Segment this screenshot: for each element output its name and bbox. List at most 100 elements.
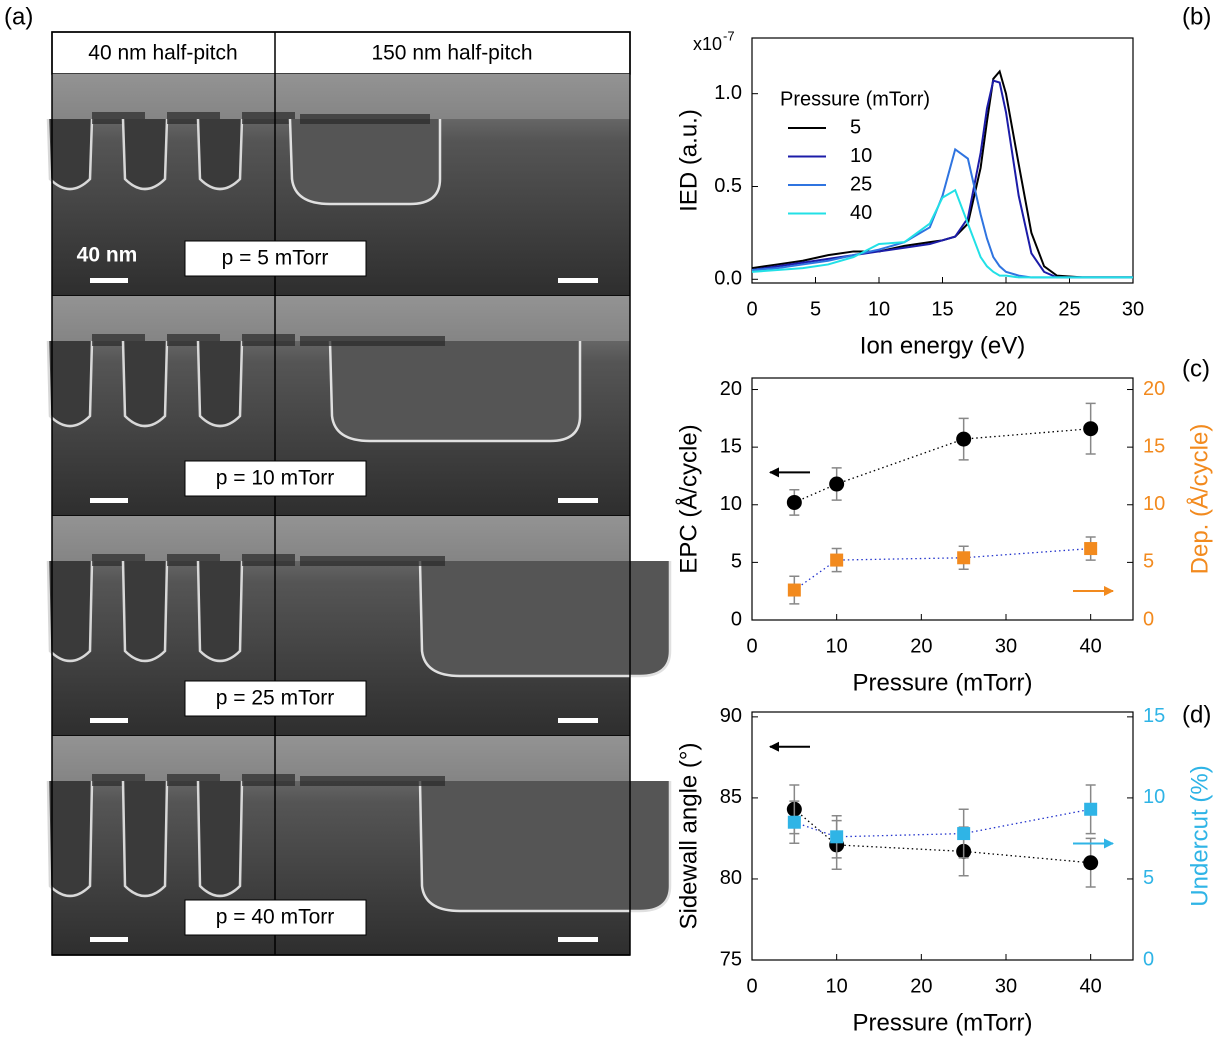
condition-box [184, 680, 367, 717]
marker [830, 553, 844, 567]
scale-label: 40 nm [77, 244, 138, 267]
x-tick-label: 5 [810, 298, 821, 320]
sem-header [51, 31, 631, 75]
x-tick-label: 40 [1080, 975, 1102, 997]
y2-axis-title: Undercut (%) [1186, 765, 1213, 906]
scale-bar [558, 937, 598, 942]
sem-surface [52, 74, 630, 119]
charts: 0 5 10 15 20 25 30 0.0 0.5 1.0 Ion energy (eV) IED … [674, 28, 1213, 1036]
condition-box [184, 899, 367, 936]
wide-trench [288, 118, 442, 206]
mask [300, 114, 430, 124]
y2-tick-label: 15 [1143, 705, 1165, 727]
mask [242, 554, 295, 566]
plot-frame [751, 37, 1134, 284]
trench [196, 780, 244, 898]
trench [46, 560, 94, 663]
scale-bar [558, 498, 598, 503]
x-tick-label: 10 [826, 975, 848, 997]
x-tick-label: 20 [910, 635, 932, 657]
wide-trench [328, 340, 582, 443]
wide-trench [418, 780, 672, 913]
marker [830, 830, 844, 844]
x-tick-label: 30 [1122, 298, 1144, 320]
trench [121, 780, 169, 898]
x-tick-label: 25 [1058, 298, 1080, 320]
y2-tick-label: 10 [1143, 493, 1165, 515]
x-tick-label: 10 [826, 635, 848, 657]
scale-bar [90, 718, 128, 723]
legend-label: 5 [850, 116, 861, 138]
y2-tick-label: 10 [1143, 786, 1165, 808]
y-tick-label: 80 [720, 867, 742, 889]
condition-box [184, 460, 367, 497]
trench [196, 340, 244, 428]
y-tick-label: 0.5 [714, 175, 742, 197]
x-tick-label: 30 [995, 635, 1017, 657]
marker [1083, 421, 1099, 437]
x-axis-title: Ion energy (eV) [860, 332, 1025, 359]
marker [1083, 855, 1099, 871]
y-axis-title: EPC (Å/cycle) [674, 424, 702, 573]
x-tick-label: 15 [931, 298, 953, 320]
y2-axis-title: Dep. (Å/cycle) [1185, 424, 1213, 575]
y2-tick-label: 5 [1143, 551, 1154, 573]
scale-bar [558, 278, 598, 283]
trench [196, 560, 244, 663]
ied-curve [751, 188, 1133, 279]
y2-tick-label: 0 [1143, 948, 1154, 970]
y-axis-title: IED (a.u.) [675, 109, 702, 212]
y2-tick-label: 20 [1143, 378, 1165, 400]
x-tick-label: 20 [910, 975, 932, 997]
x-tick-label: 0 [746, 975, 757, 997]
panel-label: (d) [1182, 701, 1211, 728]
legend-label: 25 [850, 173, 872, 195]
sem-images: p = 5 mTorr p = 10 mTorr p = 25 mTorr p = 4… [46, 31, 672, 956]
x-tick-label: 30 [995, 975, 1017, 997]
condition-label: p = 10 mTorr [216, 467, 334, 490]
y-tick-label: 15 [720, 435, 742, 457]
condition-label: p = 5 mTorr [222, 247, 329, 270]
condition-label: p = 25 mTorr [216, 687, 334, 710]
x-tick-label: 0 [746, 298, 757, 320]
y2-tick-label: 15 [1143, 435, 1165, 457]
x-tick-label: 10 [868, 298, 890, 320]
marker [957, 827, 971, 841]
multiplier-exp: -7 [723, 28, 735, 43]
scale-bar [90, 937, 128, 942]
y-tick-label: 20 [720, 378, 742, 400]
marker [787, 815, 801, 829]
column-header: 40 nm half-pitch [88, 42, 237, 65]
legend-label: 10 [850, 145, 872, 167]
marker [1084, 802, 1098, 816]
trench [121, 118, 169, 191]
trend-line [794, 808, 1091, 838]
condition-box [184, 240, 367, 277]
plot-frame [751, 377, 1134, 621]
x-tick-label: 20 [995, 298, 1017, 320]
mask [300, 336, 445, 346]
sem-surface [52, 296, 630, 341]
y-tick-label: 10 [720, 493, 742, 515]
marker [787, 583, 801, 597]
column-header: 150 nm half-pitch [371, 42, 532, 65]
y-tick-label: 5 [731, 551, 742, 573]
marker [957, 551, 971, 565]
trench [46, 780, 94, 898]
panel-label: (a) [4, 3, 33, 30]
y-tick-label: 1.0 [714, 82, 742, 104]
mask [242, 334, 295, 346]
condition-label: p = 40 mTorr [216, 906, 334, 929]
multiplier: x10 [693, 34, 722, 54]
legend-label: 40 [850, 202, 872, 224]
panel-label: (b) [1182, 3, 1211, 30]
plot-frame [751, 711, 1134, 961]
x-tick-label: 0 [746, 635, 757, 657]
marker [786, 494, 802, 510]
trench [121, 340, 169, 428]
trend-line [794, 428, 1091, 504]
mask [242, 112, 295, 124]
scale-bar [558, 718, 598, 723]
trench [196, 118, 244, 191]
